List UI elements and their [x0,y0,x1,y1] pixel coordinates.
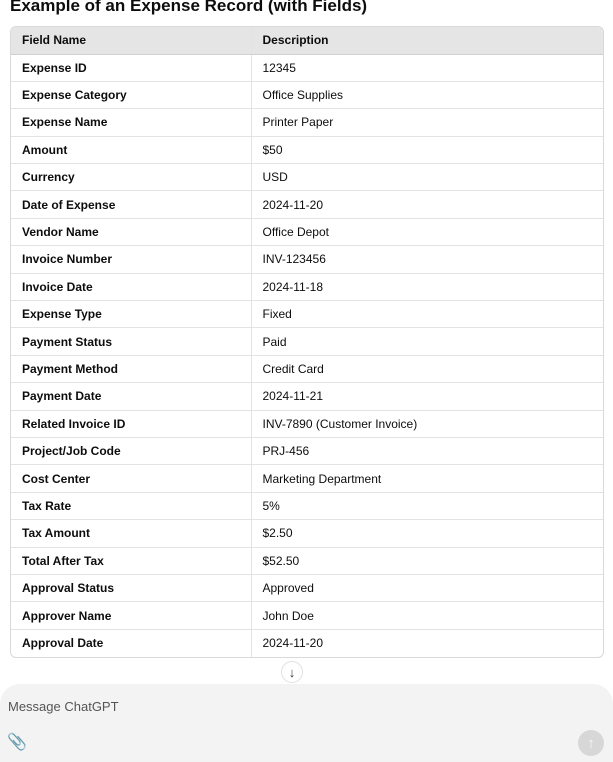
field-name-cell: Expense Category [11,80,251,109]
description-cell: PRJ-456 [250,436,603,465]
table-row: Project/Job Code PRJ-456 [11,436,603,465]
description-cell: INV-123456 [250,245,603,274]
field-name-cell: Cost Center [11,464,251,493]
header-description: Description [250,27,603,55]
table-row: Tax Amount $2.50 [11,519,603,548]
description-cell: $52.50 [250,546,603,575]
field-name-cell: Expense ID [22,60,87,75]
table-row: Approval Status Approved [11,573,603,602]
table-row: Currency USD [11,163,603,191]
table-row: Approval Date 2024-11-20 [11,628,603,657]
section-title: Example of an Expense Record (with Field… [10,0,368,15]
field-name-cell: Payment Status [11,327,251,356]
send-button[interactable]: ↑ [578,730,604,756]
field-name-cell: Date of Expense [11,190,251,219]
field-name-cell: Amount [11,135,251,164]
description-cell: 2024-11-21 [250,382,603,411]
paperclip-icon[interactable]: 📎 [7,734,27,751]
table-row: Total After Tax $52.50 [11,546,603,575]
description-cell: Credit Card [250,354,603,383]
table-row: Expense Category Office Supplies [11,80,603,109]
description-cell: USD [250,163,603,191]
description-cell: Office Supplies [250,80,603,109]
table-row: Amount $50 [11,135,603,164]
description-cell: Marketing Department [250,464,603,493]
table-row: Expense Name Printer Paper [11,108,603,137]
table-row: Invoice Date 2024-11-18 [11,272,603,301]
field-name-cell: Expense Name [11,108,251,137]
field-name-cell: Approval Status [11,573,251,602]
field-name-cell: Expense Type [11,300,251,328]
table-row: Date of Expense 2024-11-20 [11,190,603,219]
field-name-cell: Project/Job Code [11,436,251,465]
description-cell: Approved [250,573,603,602]
table-row: Related Invoice ID INV-7890 (Customer Inv… [11,409,603,438]
field-name-cell: Approver Name [11,601,251,630]
description-cell: 2024-11-20 [250,190,603,219]
table-row: Expense ID 12345 [11,54,603,82]
field-name-cell: Invoice Date [11,272,251,301]
field-name-cell: Payment Method [11,354,251,383]
table-row: Vendor Name Office Depot [11,217,603,246]
table-row: Invoice Number INV-123456 [11,245,603,274]
message-composer: Message ChatGPT 📎 ↑ [0,684,613,762]
table-row: Payment Date 2024-11-21 [11,382,603,411]
field-name-cell: Currency [11,163,251,191]
description-cell: Fixed [250,300,603,328]
field-name-cell: Tax Amount [11,519,251,548]
description-cell: $2.50 [250,519,603,548]
table-row: Payment Status Paid [11,327,603,356]
table-header-row: Field Name Description [11,27,603,55]
table-row: Payment Method Credit Card [11,354,603,383]
field-name-cell: Tax Rate [11,491,251,520]
message-input[interactable]: Message ChatGPT [8,699,119,714]
table-row: Expense Type Fixed [11,300,603,328]
description-cell: INV-7890 (Customer Invoice) [250,409,603,438]
field-name-cell: Payment Date [11,382,251,411]
description-cell: 2024-11-18 [250,272,603,301]
expense-table: Field Name Description Expense ID 12345 Ex… [10,26,604,658]
description-cell: 12345 [250,54,603,82]
arrow-down-icon: ↓ [288,664,296,680]
description-cell: Printer Paper [250,108,603,137]
scroll-down-button[interactable]: ↓ [281,661,303,683]
field-name-cell: Invoice Number [11,245,251,274]
table-row: Tax Rate 5% [11,491,603,520]
description-cell: $50 [250,135,603,164]
field-name-cell: Approval Date [11,628,251,657]
description-cell: John Doe [250,601,603,630]
field-name-cell: Vendor Name [11,217,251,246]
arrow-up-icon: ↑ [587,734,595,752]
table-row: Cost Center Marketing Department [11,464,603,493]
description-cell: Paid [250,327,603,356]
table-row: Approver Name John Doe [11,601,603,630]
field-name-cell: Total After Tax [11,546,251,575]
description-cell: Office Depot [250,217,603,246]
field-name-cell: Related Invoice ID [11,409,251,438]
header-field-name: Field Name [11,27,251,55]
description-cell: 5% [250,491,603,520]
description-cell: 2024-11-20 [250,628,603,657]
